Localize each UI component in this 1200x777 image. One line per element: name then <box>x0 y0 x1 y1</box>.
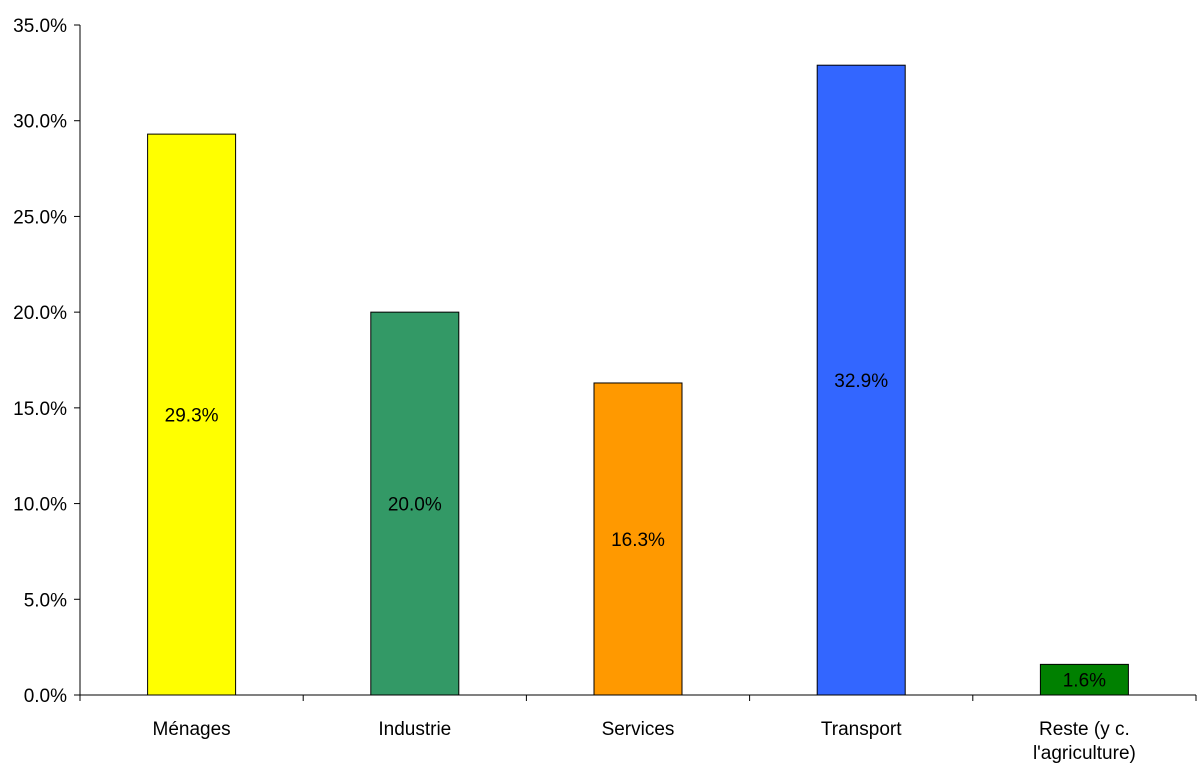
data-label: 32.9% <box>834 371 888 392</box>
bar-1 <box>147 133 237 696</box>
data-label: 20.0% <box>388 495 442 516</box>
y-tick-label: 30.0% <box>13 112 67 133</box>
y-tick-label: 0.0% <box>24 686 67 707</box>
y-tick-label: 35.0% <box>13 16 67 37</box>
bar-5 <box>1039 663 1129 696</box>
x-category-label: Ménages <box>153 719 231 740</box>
y-tick-label: 20.0% <box>13 303 67 324</box>
x-category-label: Industrie <box>378 719 451 740</box>
y-tick-label: 5.0% <box>24 590 67 611</box>
y-tick-label: 15.0% <box>13 399 67 420</box>
x-category-label: Reste (y c. l'agriculture) <box>1033 719 1136 764</box>
data-label: 29.3% <box>165 406 219 427</box>
data-label: 1.6% <box>1063 671 1106 692</box>
bar-4 <box>816 64 906 696</box>
bar-2 <box>370 311 460 696</box>
bar-3 <box>593 382 683 696</box>
data-label: 16.3% <box>611 530 665 551</box>
y-tick-label: 10.0% <box>13 495 67 516</box>
x-category-label: Services <box>602 719 675 740</box>
y-tick-label: 25.0% <box>13 207 67 228</box>
x-category-label: Transport <box>821 719 902 740</box>
